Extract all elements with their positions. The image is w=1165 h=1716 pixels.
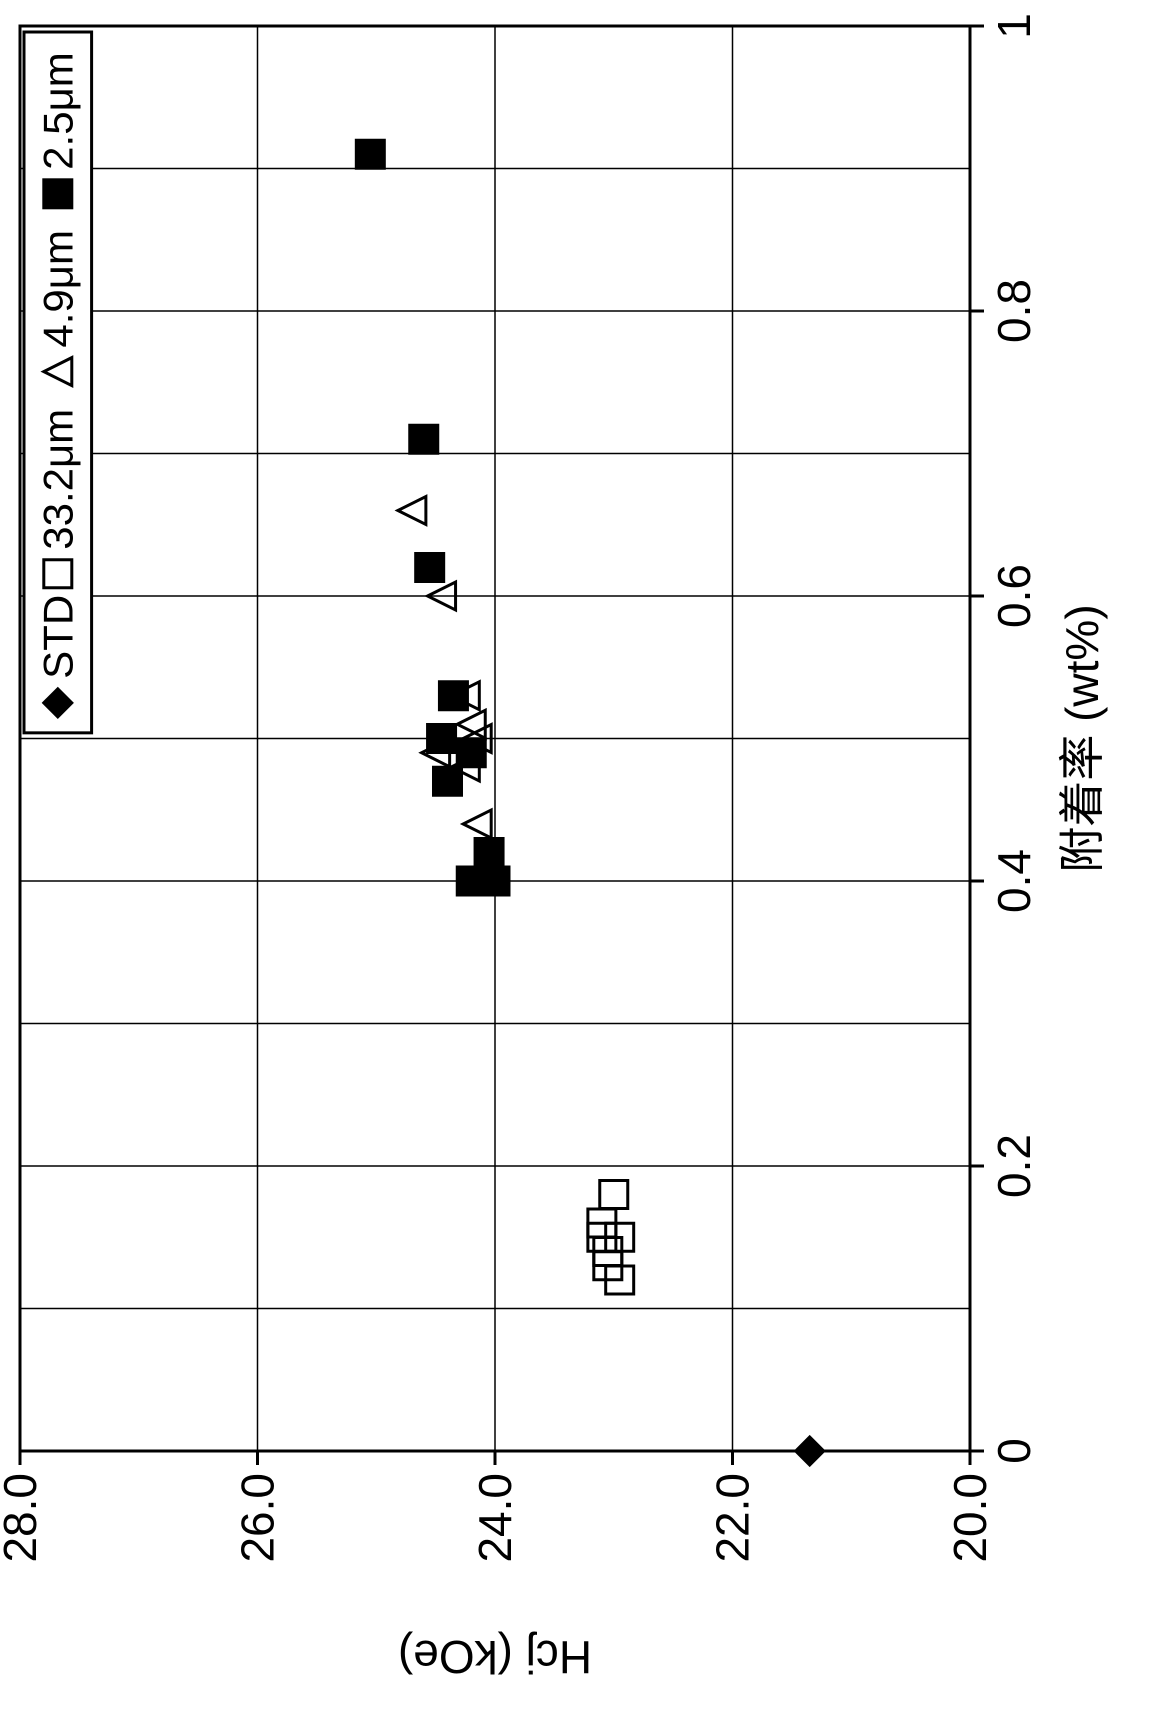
- x-tick-label: 0.8: [988, 279, 1040, 343]
- legend-label-s25: 2.5μm: [35, 52, 82, 170]
- scatter-chart: 0 0.2 0.4 0.6 0.8 1 附着率 (wt%) 20.0 22.0 24.0 26.0 2…: [0, 0, 1165, 1716]
- y-tick-label: 20.0: [944, 1473, 996, 1563]
- marker-s25: [457, 867, 485, 895]
- x-tick-label: 0: [988, 1438, 1040, 1464]
- x-tick-label: 0.2: [988, 1134, 1040, 1198]
- marker-s25: [410, 425, 438, 453]
- marker-s25: [439, 682, 467, 710]
- legend-label-std: STD: [35, 595, 82, 679]
- legend-label-s332: 33.2μm: [35, 409, 82, 550]
- marker-s25: [356, 140, 384, 168]
- x-tick-label: 0.4: [988, 849, 1040, 913]
- marker-s25: [416, 554, 444, 582]
- legend: STD 33.2μm 4.9μm 2.5μm: [24, 32, 92, 733]
- marker-s25: [457, 739, 485, 767]
- y-tick-label: 24.0: [469, 1473, 521, 1563]
- x-tick-label: 0.6: [988, 564, 1040, 628]
- legend-label-s49: 4.9μm: [35, 230, 82, 348]
- legend-marker-s25: [44, 180, 72, 208]
- y-axis-label: Hcj (kOe): [398, 1631, 592, 1683]
- y-tick-label: 22.0: [707, 1473, 759, 1563]
- marker-s25: [475, 839, 503, 867]
- marker-s25: [434, 767, 462, 795]
- chart-svg: 0 0.2 0.4 0.6 0.8 1 附着率 (wt%) 20.0 22.0 24.0 26.0 2…: [0, 0, 1165, 1716]
- y-tick-label: 26.0: [232, 1473, 284, 1563]
- y-tick-label: 28.0: [0, 1473, 46, 1563]
- x-tick-label: 1: [988, 13, 1040, 39]
- x-axis-label: 附着率 (wt%): [1056, 604, 1108, 872]
- marker-s25: [428, 725, 456, 753]
